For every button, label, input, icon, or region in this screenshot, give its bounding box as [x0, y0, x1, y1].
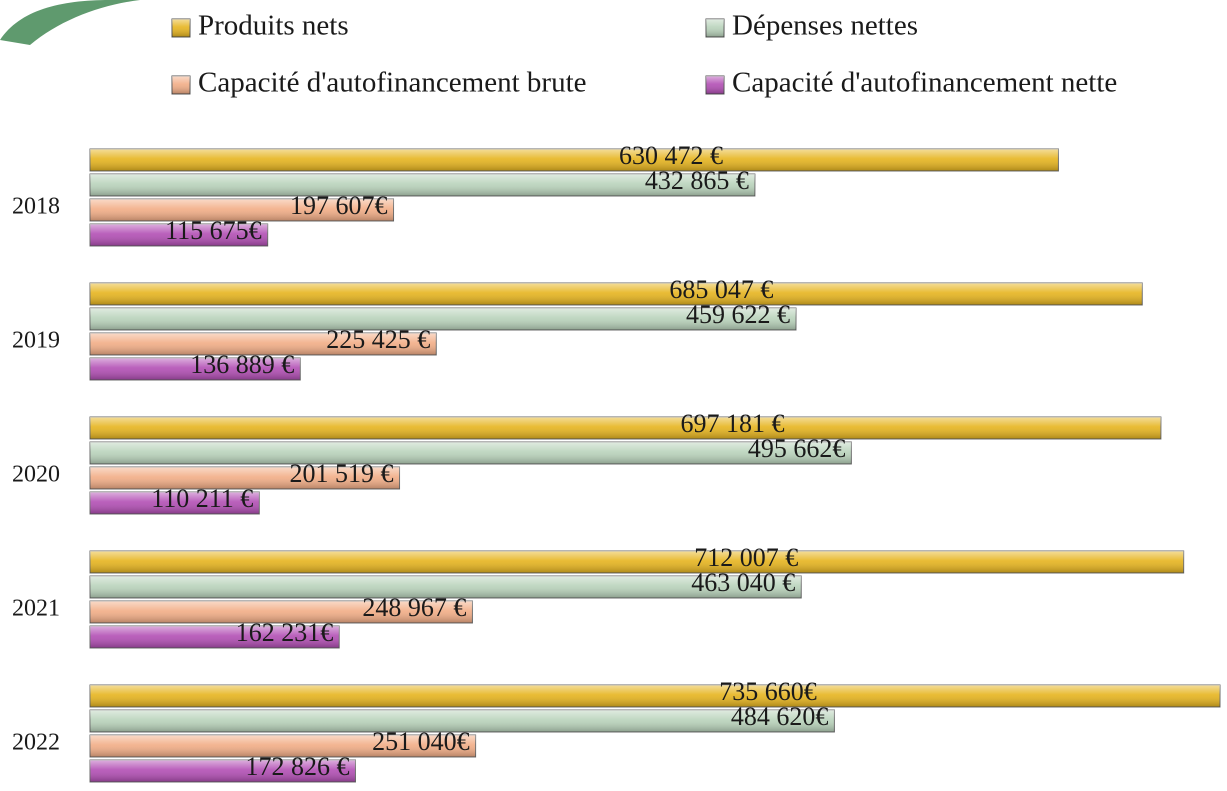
- value-label: 459 622 €: [686, 300, 790, 329]
- value-label: 251 040€: [372, 727, 470, 756]
- value-label: 136 889 €: [190, 350, 294, 379]
- value-label: 172 826 €: [245, 752, 349, 781]
- legend-label: Produits nets: [198, 10, 349, 42]
- legend-swatch-shine: [172, 19, 190, 37]
- legend-swatch-shine: [706, 76, 724, 94]
- bar-shine: [90, 149, 1058, 171]
- value-label: 201 519 €: [290, 459, 394, 488]
- bar-shine: [90, 685, 1220, 707]
- bar-shine: [90, 283, 1142, 305]
- category-label: 2021: [12, 596, 60, 622]
- chart: Produits nets Dépenses nettes Capacité d'a…: [0, 0, 1227, 791]
- value-label: 162 231€: [236, 618, 334, 647]
- legend: Produits nets Dépenses nettes Capacité d'a…: [172, 10, 1117, 99]
- logo-fragment: [0, 0, 140, 45]
- bar-shine: [90, 417, 1161, 439]
- legend-swatch-shine: [172, 76, 190, 94]
- legend-swatch-shine: [706, 19, 724, 37]
- bar-shine: [90, 442, 851, 464]
- legend-label: Capacité d'autofinancement brute: [198, 67, 587, 99]
- value-label: 432 865 €: [645, 166, 749, 195]
- value-label: 248 967 €: [362, 593, 466, 622]
- legend-label: Capacité d'autofinancement nette: [732, 67, 1117, 99]
- value-label: 225 425 €: [326, 325, 430, 354]
- value-label: 115 675€: [165, 216, 262, 245]
- category-label: 2022: [12, 730, 60, 756]
- value-label: 110 211 €: [151, 484, 253, 513]
- value-label: 463 040 €: [691, 568, 795, 597]
- category-label: 2020: [12, 462, 60, 488]
- value-label: 197 607€: [290, 191, 388, 220]
- value-label: 484 620€: [731, 702, 829, 731]
- value-label: 495 662€: [748, 434, 846, 463]
- category-label: 2019: [12, 328, 60, 354]
- category-label: 2018: [12, 194, 60, 220]
- bar-shine: [90, 551, 1184, 573]
- legend-label: Dépenses nettes: [732, 10, 918, 42]
